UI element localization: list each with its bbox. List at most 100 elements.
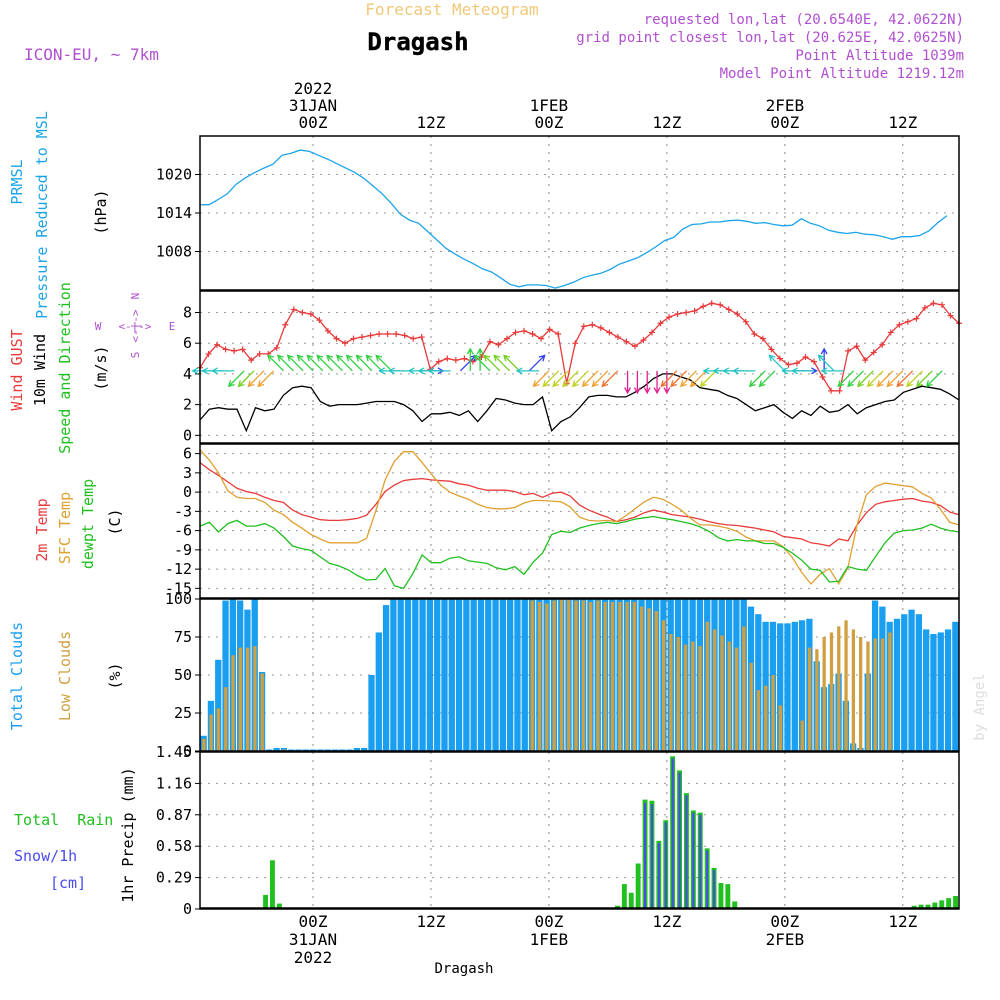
low-cloud-bar [581,600,585,751]
snow-bar [699,814,702,909]
snow-bar [657,842,660,909]
gust-marker [205,350,212,357]
y-tick-label: 100 [165,590,192,608]
low-cloud-bar [713,629,717,751]
gust-marker [751,330,758,337]
snow-bar [685,795,688,909]
compass-we: <-|-> [118,320,151,333]
wind-arrow [306,354,324,372]
wind-arrow [876,370,894,388]
low-cloud-bar [851,629,856,751]
gust-marker [393,330,400,337]
y-tick-label: 0.87 [156,806,192,824]
low-cloud-bar [231,655,235,751]
sfc-temp-label: SFC Temp [56,492,74,564]
gust-marker [597,324,604,331]
time-label-bottom: 00Z [534,912,563,931]
low-cloud-bar [567,599,571,751]
gust-marker [666,314,673,321]
total-cloud-bar [441,599,448,751]
pressure-label-1: PRMSL [8,159,26,204]
temperature-frame [199,443,960,599]
gust-marker [853,343,860,350]
rain-legend: Total Rain [14,811,113,829]
model-label: ICON-EU, ~ 7km [24,45,159,64]
low-cloud-bar [245,647,250,751]
gust-marker [614,334,621,341]
y-tick-label: -3 [174,502,192,520]
y-tick-label: 0 [183,483,192,501]
wind-arrow [316,354,334,372]
gust-marker [273,344,280,351]
gust-marker [648,329,655,336]
time-label-top: 12Z [417,113,446,132]
wind-arrow [476,347,484,371]
total-cloud-bar [455,599,463,751]
wind-arrow [915,370,933,388]
low-cloud-bar [742,626,746,751]
gust-marker [512,329,519,336]
rain-bar [270,860,275,909]
total-cloud-bar [339,749,346,751]
total-cloud-bar [331,749,339,751]
y-tick-label: 1008 [156,243,192,261]
gust-marker [401,332,408,339]
total-cloud-bar [375,632,382,751]
compass-w: W [95,320,102,333]
pressure-unit: (hPa) [92,189,110,234]
wind-arrow [515,367,540,375]
wind-arrow [237,370,255,388]
total-cloud-bar [791,621,798,751]
gust-marker [717,301,724,308]
gust-marker [589,321,596,328]
low-cloud-bar [749,662,753,751]
low-cloud-bar [559,599,564,751]
wind-arrow [581,370,599,388]
point-altitude: Point Altitude 1039m [795,48,964,64]
snow-bar [650,803,653,909]
total-cloud-bar [266,749,273,751]
gust-marker [683,309,690,316]
gust-marker [486,338,493,345]
gust-marker [222,346,229,353]
low-cloud-bar [859,637,863,751]
total-cloud-bar [368,675,375,751]
wind-arrow [503,354,520,372]
vertical-gridlines [312,136,904,909]
gust-marker [418,334,425,341]
gust-marker [461,355,468,362]
wind-arrow [355,354,373,372]
rain-bar [635,863,641,909]
temp-unit: (C) [106,508,124,535]
time-label-top: 2022 [294,79,333,98]
total-cloud-bar [463,599,470,751]
gust-marker [742,318,749,325]
y-tick-label: 8 [183,303,192,321]
gust-marker [623,338,630,345]
gust-marker [708,300,715,307]
gust-marker [819,373,826,380]
total-cloud-bar [419,599,426,751]
low-cloud-bar [734,647,739,751]
total-cloud-bar [521,599,528,751]
low-cloud-bar [625,602,629,751]
gust-marker [879,341,886,348]
low-cloud-bar [596,600,600,751]
snow-bar [671,758,674,909]
wind-arrow [286,354,304,372]
wind-arrow [820,367,844,375]
wind-arrow [427,367,451,375]
cloud-frame [199,598,960,752]
y-tick-label: 1.16 [156,774,192,792]
time-label-top: 00Z [770,113,799,132]
gust-marker [938,301,945,308]
gust-marker [341,340,348,347]
gust-marker [776,355,783,362]
total-cloud-bar [390,599,397,751]
compass-s: S [129,352,142,359]
gust-marker [904,318,911,325]
rain-bar [925,904,931,909]
total-cloud-bar [477,599,485,751]
low-cloud-bar [574,600,578,751]
